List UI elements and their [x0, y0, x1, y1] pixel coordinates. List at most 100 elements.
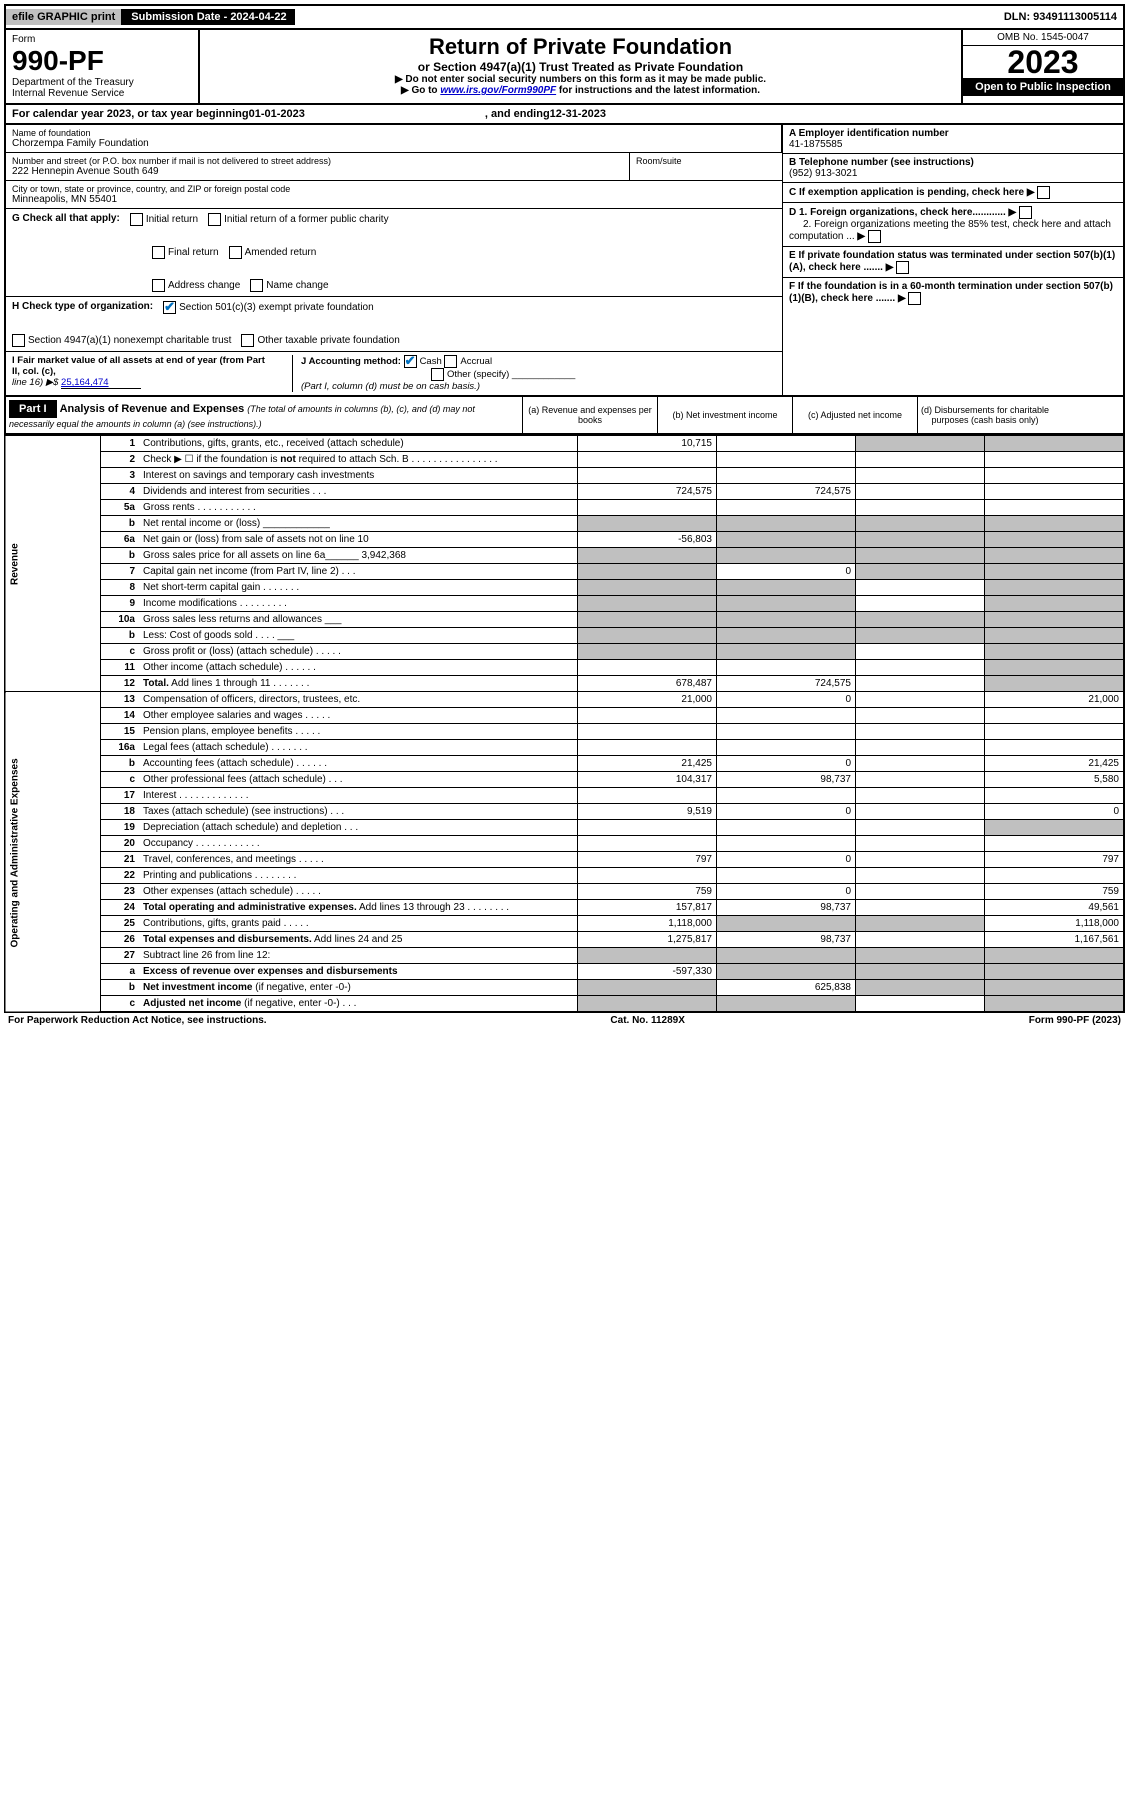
line-number: 10a	[101, 612, 140, 628]
d1-label: D 1. Foreign organizations, check here..…	[789, 207, 1006, 218]
cell-col-c	[856, 756, 985, 772]
d2-label: 2. Foreign organizations meeting the 85%…	[789, 219, 1111, 242]
cell-col-b	[717, 996, 856, 1013]
table-row: 6aNet gain or (loss) from sale of assets…	[5, 532, 1124, 548]
cell-col-d: 759	[985, 884, 1125, 900]
cb-d1[interactable]	[1019, 206, 1032, 219]
line-number: 20	[101, 836, 140, 852]
table-row: 15Pension plans, employee benefits . . .…	[5, 724, 1124, 740]
cell-col-c	[856, 532, 985, 548]
line-number: 13	[101, 692, 140, 708]
cell-col-d	[985, 660, 1125, 676]
cb-e[interactable]	[896, 261, 909, 274]
line-desc: Gross sales price for all assets on line…	[139, 548, 578, 564]
dln-label: DLN: 93491113005114	[998, 9, 1123, 25]
table-row: 14Other employee salaries and wages . . …	[5, 708, 1124, 724]
cb-other-acct[interactable]	[431, 368, 444, 381]
cell-col-d	[985, 996, 1125, 1013]
dept-label: Department of the Treasury	[12, 77, 192, 88]
line-number: 23	[101, 884, 140, 900]
line-number: 3	[101, 468, 140, 484]
cell-col-b	[717, 436, 856, 452]
line-number: 7	[101, 564, 140, 580]
cb-final[interactable]	[152, 246, 165, 259]
cell-col-a	[578, 724, 717, 740]
cb-501c3[interactable]	[163, 301, 176, 314]
cell-col-a: 724,575	[578, 484, 717, 500]
cb-amended[interactable]	[229, 246, 242, 259]
row-h: H Check type of organization: Section 50…	[6, 297, 782, 352]
cb-f[interactable]	[908, 292, 921, 305]
footer-center: Cat. No. 11289X	[610, 1015, 684, 1026]
table-row: 16aLegal fees (attach schedule) . . . . …	[5, 740, 1124, 756]
year-label: 2023	[963, 46, 1123, 78]
ein-value: 41-1875585	[789, 139, 842, 150]
cb-initial[interactable]	[130, 213, 143, 226]
line-number: a	[101, 964, 140, 980]
cell-col-c	[856, 676, 985, 692]
cell-col-b: 724,575	[717, 484, 856, 500]
line-desc: Other employee salaries and wages . . . …	[139, 708, 578, 724]
cell-col-a	[578, 548, 717, 564]
line-number: 4	[101, 484, 140, 500]
j-note: (Part I, column (d) must be on cash basi…	[301, 381, 480, 392]
cb-initial-former[interactable]	[208, 213, 221, 226]
line-desc: Net gain or (loss) from sale of assets n…	[139, 532, 578, 548]
cell-col-c	[856, 724, 985, 740]
instr2-link[interactable]: www.irs.gov/Form990PF	[440, 85, 556, 96]
cb-other-tax[interactable]	[241, 334, 254, 347]
cell-col-d: 5,580	[985, 772, 1125, 788]
cell-col-b: 724,575	[717, 676, 856, 692]
line-desc: Dividends and interest from securities .…	[139, 484, 578, 500]
cell-col-b	[717, 580, 856, 596]
cell-col-a	[578, 468, 717, 484]
calendar-row: For calendar year 2023, or tax year begi…	[4, 105, 1125, 125]
line-desc: Depreciation (attach schedule) and deple…	[139, 820, 578, 836]
side-revenue: Revenue	[5, 436, 101, 692]
cell-col-b	[717, 868, 856, 884]
instr2-prefix: ▶ Go to	[401, 85, 440, 96]
line-number: c	[101, 996, 140, 1013]
cb-cash[interactable]	[404, 355, 417, 368]
table-row: bNet investment income (if negative, ent…	[5, 980, 1124, 996]
cb-accrual[interactable]	[444, 355, 457, 368]
line-number: 15	[101, 724, 140, 740]
cb-d2[interactable]	[868, 230, 881, 243]
line-desc: Gross profit or (loss) (attach schedule)…	[139, 644, 578, 660]
line-number: b	[101, 628, 140, 644]
cb-4947[interactable]	[12, 334, 25, 347]
cell-col-c	[856, 788, 985, 804]
cb-c[interactable]	[1037, 186, 1050, 199]
line-number: 26	[101, 932, 140, 948]
cell-col-b	[717, 724, 856, 740]
cal-prefix: For calendar year 2023, or tax year begi…	[12, 108, 249, 120]
cell-col-b	[717, 788, 856, 804]
table-row: 24Total operating and administrative exp…	[5, 900, 1124, 916]
cell-col-b	[717, 948, 856, 964]
instr2-suffix: for instructions and the latest informat…	[556, 85, 760, 96]
cb-address[interactable]	[152, 279, 165, 292]
cell-col-b: 98,737	[717, 900, 856, 916]
cell-col-d	[985, 436, 1125, 452]
line-desc: Total. Add lines 1 through 11 . . . . . …	[139, 676, 578, 692]
table-row: 20Occupancy . . . . . . . . . . . .	[5, 836, 1124, 852]
line-number: c	[101, 644, 140, 660]
cell-col-a	[578, 740, 717, 756]
table-row: cOther professional fees (attach schedul…	[5, 772, 1124, 788]
cell-col-a: 21,425	[578, 756, 717, 772]
cell-col-d	[985, 820, 1125, 836]
cell-col-b	[717, 708, 856, 724]
cell-col-d	[985, 548, 1125, 564]
i-label: I Fair market value of all assets at end…	[12, 355, 265, 377]
cell-col-d	[985, 676, 1125, 692]
cell-col-c	[856, 852, 985, 868]
cb-name[interactable]	[250, 279, 263, 292]
line-desc: Interest on savings and temporary cash i…	[139, 468, 578, 484]
cell-col-d	[985, 580, 1125, 596]
cell-col-a: 759	[578, 884, 717, 900]
part1-title: Analysis of Revenue and Expenses	[60, 403, 248, 415]
i-value[interactable]: 25,164,474	[61, 377, 141, 389]
cell-col-a	[578, 564, 717, 580]
cell-col-d	[985, 468, 1125, 484]
line-desc: Net investment income (if negative, ente…	[139, 980, 578, 996]
